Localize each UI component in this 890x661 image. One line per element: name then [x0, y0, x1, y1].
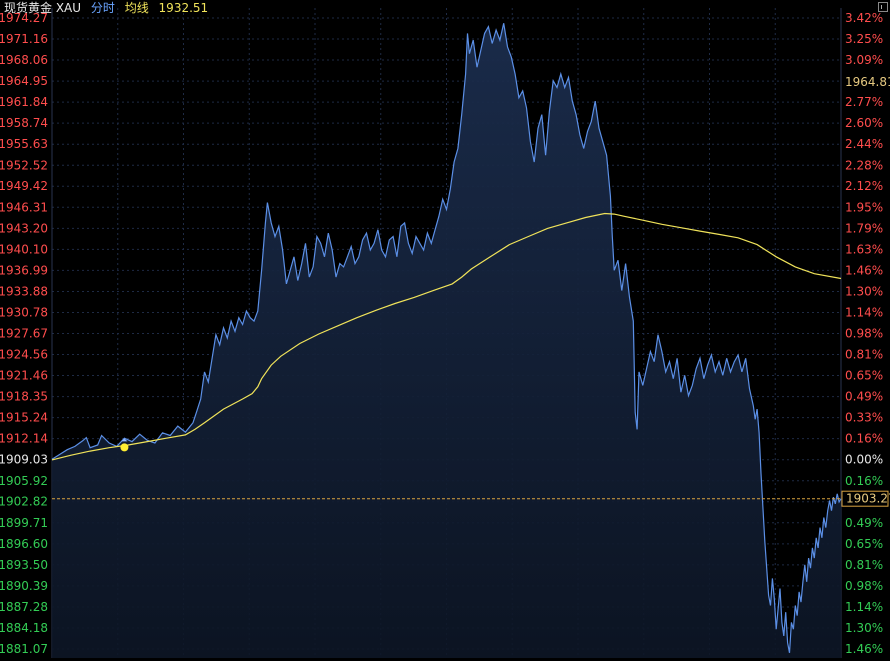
price-area-layer [52, 23, 841, 658]
percent-tick-label: 3.25% [845, 32, 883, 46]
percent-tick-label: 0.49% [845, 390, 883, 404]
price-tick-label: 1974.27 [0, 11, 48, 25]
series-lines [51, 23, 842, 654]
chart-overlays: 1903.27 1964.81 [52, 74, 890, 507]
price-axis: 1974.27 1971.16 1968.06 1964.95 1961.84 1958.… [0, 11, 48, 656]
price-tick-label: 1921.46 [0, 369, 48, 383]
percent-tick-label: 2.44% [845, 137, 883, 151]
price-tick-label: 1902.82 [0, 495, 48, 509]
price-tick-label: 1952.52 [0, 158, 48, 172]
price-tick-label: 1924.56 [0, 348, 48, 362]
cursor-price-tag-box [842, 74, 888, 90]
percent-tick-label: 1.14% [845, 600, 883, 614]
price-tick-label: 1905.92 [0, 474, 48, 488]
price-tick-label: 1884.18 [0, 621, 48, 635]
panel-toggle-icon[interactable] [878, 2, 888, 12]
price-tick-label: 1936.99 [0, 263, 48, 277]
cursor-price-tag-text: 1964.81 [845, 75, 890, 89]
last-price-tag: 1903.27 [841, 490, 890, 507]
price-tick-label: 1893.50 [0, 558, 48, 572]
avg-line-label: 均线 [124, 1, 149, 15]
price-tick-label: 1940.10 [0, 242, 48, 256]
price-tick-label: 1890.39 [0, 579, 48, 593]
price-tick-label: 1909.03 [0, 453, 48, 467]
price-tick-label: 1915.24 [0, 411, 48, 425]
price-tick-label: 1958.74 [0, 116, 48, 130]
percent-tick-label: 3.42% [845, 11, 883, 25]
percent-tick-label: 1.63% [845, 242, 883, 256]
percent-tick-label: 0.81% [845, 558, 883, 572]
mode-label[interactable]: 分时 [90, 1, 115, 15]
percent-tick-label: 0.65% [845, 537, 883, 551]
percent-tick-label: 2.28% [845, 158, 883, 172]
price-tick-label: 1961.84 [0, 95, 48, 109]
price-tick-label: 1964.95 [0, 74, 48, 88]
price-tick-label: 1946.31 [0, 200, 48, 214]
percent-tick-label: 1.46% [845, 263, 883, 277]
percent-tick-label: 2.12% [845, 179, 883, 193]
percent-tick-label: 0.98% [845, 579, 883, 593]
percent-tick-label: 2.77% [845, 95, 883, 109]
percent-tick-label: 0.00% [845, 453, 883, 467]
event-marker-arrow [121, 438, 128, 442]
price-tick-label: 1955.63 [0, 137, 48, 151]
cursor-price-tag: 1964.81 [842, 74, 890, 90]
price-tick-label: 1949.42 [0, 179, 48, 193]
percent-tick-label: 0.33% [845, 411, 883, 425]
percent-tick-label: 1.79% [845, 221, 883, 235]
price-tick-label: 1912.14 [0, 432, 48, 446]
price-tick-label: 1943.20 [0, 221, 48, 235]
price-tick-label: 1896.60 [0, 537, 48, 551]
percent-tick-label: 3.09% [845, 53, 883, 67]
percent-tick-label: 1.95% [845, 200, 883, 214]
last-price-tag-text: 1903.27 [846, 492, 890, 506]
percent-tick-label: 0.65% [845, 369, 883, 383]
price-tick-label: 1930.78 [0, 305, 48, 319]
price-tick-label: 1887.28 [0, 600, 48, 614]
price-tick-label: 1971.16 [0, 32, 48, 46]
price-tick-label: 1927.67 [0, 327, 48, 341]
percent-tick-label: 0.81% [845, 348, 883, 362]
price-tick-label: 1881.07 [0, 642, 48, 656]
price-tick-label: 1899.71 [0, 516, 48, 530]
price-line [51, 23, 842, 654]
instrument-name: 现货黄金 XAU [4, 1, 82, 15]
percent-tick-label: 0.16% [845, 432, 883, 446]
percent-tick-label: 1.14% [845, 305, 883, 319]
average-line [51, 212, 842, 461]
percent-tick-label: 0.98% [845, 327, 883, 341]
price-area [52, 23, 841, 658]
price-tick-label: 1933.88 [0, 284, 48, 298]
last-price-tag-box [841, 490, 889, 507]
percent-tick-label: 1.30% [845, 621, 883, 635]
percent-tick-label: 1.30% [845, 284, 883, 298]
percent-tick-label: 0.16% [845, 474, 883, 488]
event-marker [120, 443, 129, 452]
price-tick-label: 1918.35 [0, 390, 48, 404]
percent-tick-label: 0.49% [845, 516, 883, 530]
percent-axis: 3.42%3.25%3.09%2.93%2.77%2.60%2.44%2.28%… [845, 11, 883, 656]
percent-tick-label: 2.60% [845, 116, 883, 130]
percent-tick-label: 1.46% [845, 642, 883, 656]
price-tick-label: 1968.06 [0, 53, 48, 67]
